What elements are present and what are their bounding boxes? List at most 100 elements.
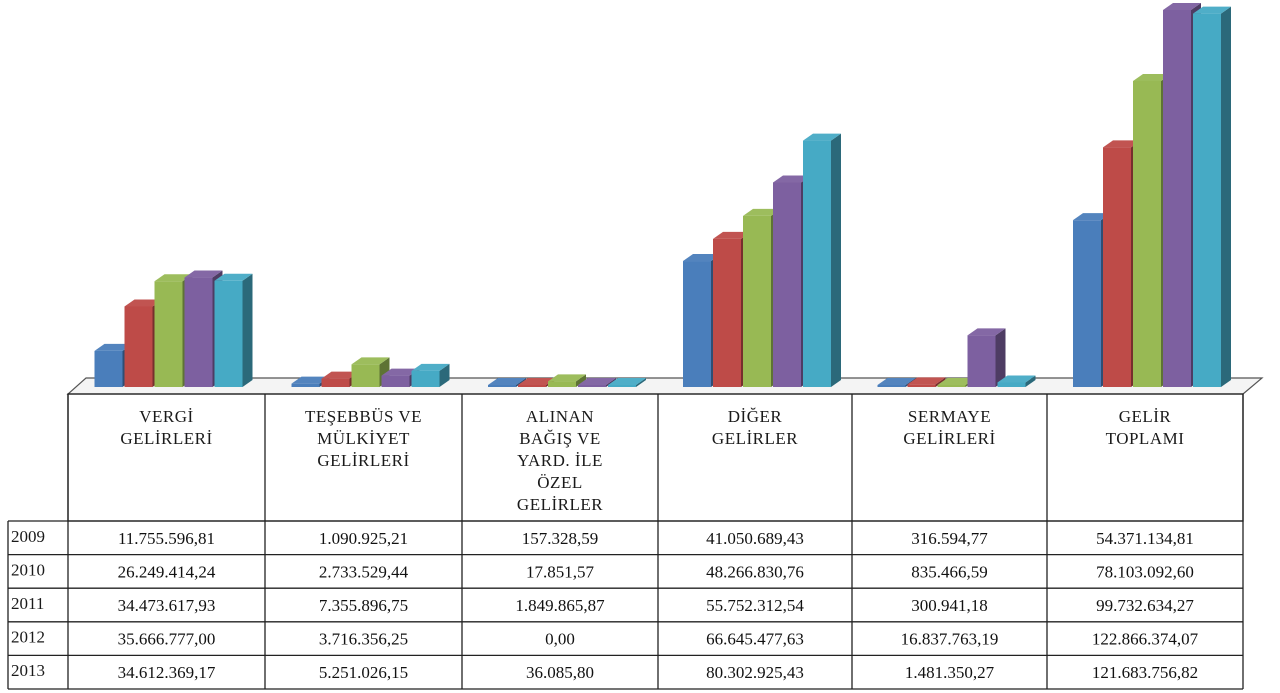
- bar-side: [1025, 375, 1036, 387]
- bar-top: [937, 378, 976, 385]
- table-cell: 80.302.925,43: [706, 663, 804, 682]
- category-label: ALINAN: [526, 407, 594, 426]
- category-label: GELİR: [1119, 407, 1172, 426]
- bar-top: [1133, 73, 1171, 81]
- bar-front: [154, 281, 183, 387]
- bar-front: [1073, 220, 1101, 387]
- bar-side: [995, 328, 1006, 387]
- table-cell: 7.355.896,75: [319, 596, 408, 615]
- bar-top: [124, 299, 163, 307]
- category-label: VERGİ: [139, 407, 193, 426]
- bar-front: [803, 140, 831, 387]
- bar-2013-5: [1193, 6, 1231, 387]
- table-header-border: [67, 393, 1244, 522]
- bar-front: [94, 350, 123, 387]
- bar-top: [321, 371, 360, 379]
- row-year-label: 2011: [11, 594, 44, 613]
- bar-top: [773, 175, 811, 183]
- bar-top: [608, 378, 646, 385]
- table-cell: 316.594,77: [911, 529, 988, 548]
- bar-front: [683, 261, 711, 387]
- bar-top: [803, 133, 841, 141]
- table-cell: 3.716.356,25: [319, 630, 408, 649]
- bar-2011-2: [548, 374, 586, 387]
- bar-front: [578, 385, 606, 387]
- bar-top: [214, 273, 253, 281]
- category-label: GELİRLER: [712, 429, 798, 448]
- bar-front: [184, 277, 213, 387]
- bars-group: [94, 3, 1231, 387]
- bar-front: [214, 280, 243, 387]
- bar-2011-3: [743, 208, 781, 387]
- category-label: YARD. İLE: [517, 451, 603, 470]
- table-cell: 36.085,80: [526, 663, 594, 682]
- bar-top: [997, 375, 1036, 383]
- table-cell: 54.371.134,81: [1096, 529, 1194, 548]
- bar-top: [1163, 3, 1201, 10]
- table-cell: 55.752.312,54: [706, 596, 804, 615]
- bar-top: [488, 378, 526, 385]
- category-label: TEŞEBBÜS VE: [305, 407, 422, 426]
- bar-2012-4: [967, 328, 1006, 387]
- bar-top: [1073, 213, 1111, 221]
- category-label: ÖZEL: [537, 473, 582, 492]
- bar-top: [154, 274, 193, 282]
- bar-side: [1221, 6, 1231, 387]
- bar-side: [242, 273, 253, 387]
- bar-front: [1163, 10, 1191, 387]
- bar-top: [351, 357, 390, 365]
- bar-side: [636, 378, 646, 387]
- bar-front: [518, 385, 546, 387]
- table-cell: 1.849.865,87: [515, 596, 605, 615]
- table-cell: 300.941,18: [911, 596, 988, 615]
- table-cell: 16.837.763,19: [901, 630, 999, 649]
- bar-front: [937, 385, 966, 387]
- bar-front: [124, 306, 153, 387]
- bar-front: [967, 335, 996, 387]
- bar-front: [321, 378, 350, 387]
- bar-2013-0: [214, 273, 253, 387]
- bar-front: [548, 381, 576, 387]
- table-cell: 26.249.414,24: [118, 562, 216, 581]
- bar-top: [743, 208, 781, 216]
- row-year-label: 2010: [11, 560, 45, 579]
- table-cell: 35.666.777,00: [118, 630, 216, 649]
- bar-front: [773, 182, 801, 387]
- bar-top: [94, 343, 133, 351]
- table-cell: 41.050.689,43: [706, 529, 804, 548]
- bar-top: [713, 231, 751, 239]
- bar-front: [997, 382, 1026, 387]
- bar-side: [576, 374, 586, 387]
- table-cell: 2.733.529,44: [319, 562, 409, 581]
- bar-side: [439, 363, 450, 387]
- bar-top: [548, 374, 586, 382]
- category-label: MÜLKİYET: [317, 429, 410, 448]
- bar-top: [877, 378, 916, 385]
- bar-front: [291, 383, 320, 387]
- bar-2013-4: [997, 375, 1036, 387]
- bar-2013-2: [608, 378, 646, 387]
- table-cell: 11.755.596,81: [118, 529, 215, 548]
- data-table: VERGİ GELİRLERİ TEŞEBBÜS VE MÜLKİYET GELİRLE…: [7, 393, 1244, 690]
- table-cell: 5.251.026,15: [319, 663, 408, 682]
- bar-top: [518, 378, 556, 385]
- bar-front: [713, 238, 741, 387]
- bar-top: [967, 328, 1006, 336]
- category-label: GELİRLERİ: [317, 451, 409, 470]
- bar-front: [1193, 13, 1221, 387]
- bar-front: [743, 215, 771, 387]
- bar-front: [877, 385, 906, 387]
- table-cell: 1.481.350,27: [905, 663, 995, 682]
- table-cell: 78.103.092,60: [1096, 562, 1194, 581]
- table-cell: 66.645.477,63: [706, 630, 804, 649]
- table-cell: 99.732.634,27: [1096, 596, 1194, 615]
- table-cell: 122.866.374,07: [1092, 630, 1199, 649]
- bar-front: [1133, 80, 1161, 387]
- table-cell: 17.851,57: [526, 562, 595, 581]
- bar-2010-4: [907, 377, 946, 387]
- category-label: GELİRLERİ: [903, 429, 995, 448]
- bar-front: [351, 364, 380, 387]
- bar-side: [831, 133, 841, 387]
- table-cell: 157.328,59: [522, 529, 599, 548]
